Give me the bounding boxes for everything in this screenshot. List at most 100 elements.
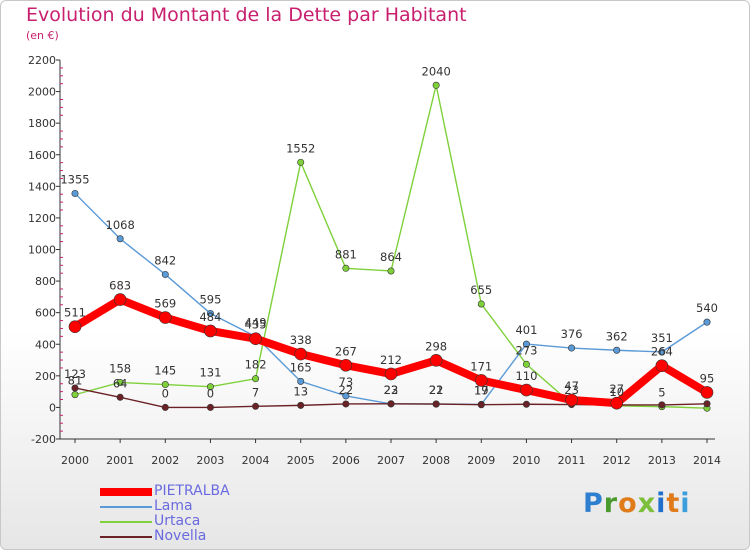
data-label: 2040 — [422, 64, 451, 78]
data-label: 22 — [339, 383, 354, 397]
series-points — [68, 81, 714, 412]
data-label: 449 — [245, 316, 267, 330]
y-tick-label: 2000 — [28, 86, 56, 99]
data-point — [339, 358, 353, 372]
data-point — [387, 267, 395, 275]
data-point — [429, 354, 443, 367]
axes: -200020040060080010001200140016001800200… — [28, 54, 721, 467]
data-point — [658, 348, 666, 356]
data-label: 511 — [64, 306, 86, 320]
y-tick-label: 1800 — [28, 117, 56, 130]
data-label: 1068 — [106, 218, 135, 232]
x-tick-label: 2006 — [332, 454, 360, 467]
data-point — [565, 393, 578, 407]
data-point — [477, 401, 485, 409]
x-tick-label: 2008 — [422, 454, 450, 467]
data-point — [522, 360, 530, 368]
data-point — [432, 400, 440, 408]
data-label: 10 — [609, 385, 624, 399]
y-tick-label: 600 — [35, 307, 56, 320]
data-label: 13 — [293, 384, 308, 398]
data-point — [206, 309, 214, 317]
data-point — [658, 401, 666, 409]
legend-label: PIETRALBA — [154, 483, 230, 499]
data-label: 1552 — [286, 141, 315, 155]
x-tick-label: 2011 — [558, 454, 586, 467]
data-label: 19 — [474, 383, 489, 397]
x-tick-label: 2002 — [151, 454, 179, 467]
data-label: 110 — [515, 369, 537, 383]
data-label: 182 — [245, 358, 267, 372]
data-label: 540 — [696, 301, 718, 315]
data-label: 158 — [109, 361, 131, 375]
data-point — [432, 81, 440, 89]
data-point — [703, 318, 711, 326]
data-point — [116, 235, 124, 243]
x-tick-label: 2012 — [603, 454, 631, 467]
chart-subtitle: (en €) — [26, 29, 59, 42]
data-label: 351 — [651, 331, 673, 345]
data-label: 683 — [109, 279, 131, 293]
data-point — [71, 391, 79, 399]
data-label: 95 — [700, 371, 715, 385]
data-point — [116, 378, 124, 386]
data-point — [161, 270, 169, 278]
data-point — [342, 264, 350, 272]
data-point — [297, 401, 305, 409]
data-point — [161, 403, 169, 411]
data-point — [384, 367, 398, 381]
y-tick-label: -200 — [31, 433, 56, 446]
chart-title: Evolution du Montant de la Dette par Hab… — [26, 4, 467, 26]
data-point — [249, 332, 262, 346]
legend-label: Lama — [154, 498, 193, 514]
data-point — [342, 392, 350, 400]
data-point — [116, 393, 124, 401]
data-label: 362 — [606, 329, 628, 343]
data-label: 21 — [429, 383, 444, 397]
data-label: 0 — [162, 386, 169, 400]
proxiti-logo: Proxiti — [583, 488, 691, 519]
data-point — [161, 381, 169, 389]
data-label: 73 — [339, 375, 354, 389]
data-label: 401 — [515, 323, 537, 337]
data-point — [474, 374, 488, 387]
data-label: 655 — [470, 283, 492, 297]
data-label: 17 — [474, 384, 489, 398]
data-label: 81 — [68, 374, 83, 388]
data-label: 298 — [425, 339, 447, 353]
data-point — [158, 311, 172, 324]
data-point — [522, 340, 530, 348]
x-tick-label: 2001 — [106, 454, 134, 467]
data-point — [610, 396, 624, 410]
data-point — [252, 375, 260, 383]
y-tick-label: 2200 — [28, 54, 56, 67]
data-label: 7 — [252, 385, 259, 399]
y-tick-label: 400 — [35, 338, 56, 351]
x-tick-label: 2005 — [287, 454, 315, 467]
data-point — [387, 400, 395, 408]
x-tick-label: 2000 — [61, 454, 89, 467]
data-label: 23 — [384, 383, 399, 397]
data-point — [68, 320, 82, 334]
data-point — [204, 324, 217, 338]
data-label: 338 — [290, 333, 312, 347]
data-point — [703, 400, 711, 408]
data-label: 864 — [380, 250, 402, 264]
data-point — [477, 300, 485, 308]
legend-swatch — [100, 521, 152, 523]
data-label: 435 — [245, 318, 267, 332]
data-point — [342, 400, 350, 408]
data-label: 22 — [429, 383, 444, 397]
data-label: 264 — [651, 345, 673, 359]
data-point — [700, 386, 714, 399]
legend-label: Novella — [154, 528, 207, 544]
data-point — [206, 403, 214, 411]
data-point — [113, 293, 127, 306]
data-label: 27 — [609, 382, 624, 396]
data-label: 569 — [154, 297, 176, 311]
y-tick-label: 1000 — [28, 244, 56, 257]
data-point — [297, 158, 305, 166]
legend-swatch — [100, 506, 152, 508]
y-tick-label: 800 — [35, 275, 56, 288]
